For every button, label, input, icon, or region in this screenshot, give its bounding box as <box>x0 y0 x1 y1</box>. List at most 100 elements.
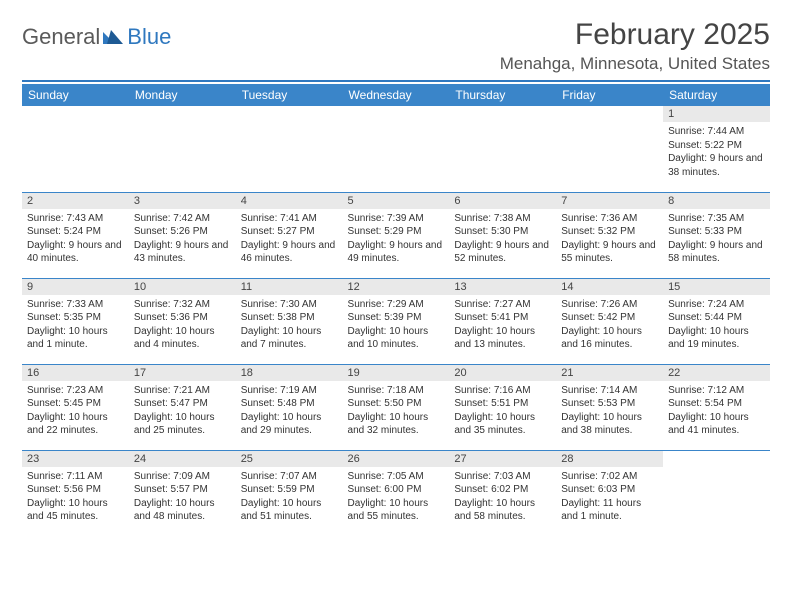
daylight-text: Daylight: 9 hours and 58 minutes. <box>668 239 765 266</box>
sunset-text: Sunset: 6:03 PM <box>561 483 658 497</box>
calendar-day-cell: 5Sunrise: 7:39 AMSunset: 5:29 PMDaylight… <box>343 192 450 278</box>
sunrise-text: Sunrise: 7:05 AM <box>348 470 445 484</box>
sunrise-text: Sunrise: 7:23 AM <box>27 384 124 398</box>
weekday-header: Sunday <box>22 84 129 106</box>
calendar-day-cell: 12Sunrise: 7:29 AMSunset: 5:39 PMDayligh… <box>343 278 450 364</box>
sunset-text: Sunset: 5:41 PM <box>454 311 551 325</box>
day-content: Sunrise: 7:19 AMSunset: 5:48 PMDaylight:… <box>236 381 343 441</box>
month-title: February 2025 <box>500 18 770 52</box>
day-content: Sunrise: 7:29 AMSunset: 5:39 PMDaylight:… <box>343 295 450 355</box>
calendar-week-row: 23Sunrise: 7:11 AMSunset: 5:56 PMDayligh… <box>22 450 770 536</box>
calendar-day-cell <box>343 106 450 192</box>
sunrise-text: Sunrise: 7:16 AM <box>454 384 551 398</box>
sunrise-text: Sunrise: 7:44 AM <box>668 125 765 139</box>
calendar-day-cell: 25Sunrise: 7:07 AMSunset: 5:59 PMDayligh… <box>236 450 343 536</box>
sunset-text: Sunset: 5:33 PM <box>668 225 765 239</box>
calendar-day-cell <box>556 106 663 192</box>
sunrise-text: Sunrise: 7:35 AM <box>668 212 765 226</box>
day-content: Sunrise: 7:02 AMSunset: 6:03 PMDaylight:… <box>556 467 663 527</box>
day-number: 20 <box>449 365 556 381</box>
sunrise-text: Sunrise: 7:43 AM <box>27 212 124 226</box>
sunrise-text: Sunrise: 7:30 AM <box>241 298 338 312</box>
sunset-text: Sunset: 5:36 PM <box>134 311 231 325</box>
logo: General Blue <box>22 18 171 50</box>
day-content: Sunrise: 7:43 AMSunset: 5:24 PMDaylight:… <box>22 209 129 269</box>
daylight-text: Daylight: 9 hours and 40 minutes. <box>27 239 124 266</box>
calendar-day-cell: 22Sunrise: 7:12 AMSunset: 5:54 PMDayligh… <box>663 364 770 450</box>
sunset-text: Sunset: 5:47 PM <box>134 397 231 411</box>
daylight-text: Daylight: 10 hours and 58 minutes. <box>454 497 551 524</box>
calendar-day-cell: 10Sunrise: 7:32 AMSunset: 5:36 PMDayligh… <box>129 278 236 364</box>
sunset-text: Sunset: 5:32 PM <box>561 225 658 239</box>
calendar-table: Sunday Monday Tuesday Wednesday Thursday… <box>22 84 770 536</box>
day-content: Sunrise: 7:39 AMSunset: 5:29 PMDaylight:… <box>343 209 450 269</box>
sunrise-text: Sunrise: 7:07 AM <box>241 470 338 484</box>
sunset-text: Sunset: 5:27 PM <box>241 225 338 239</box>
sunrise-text: Sunrise: 7:32 AM <box>134 298 231 312</box>
day-number: 6 <box>449 193 556 209</box>
weekday-header-row: Sunday Monday Tuesday Wednesday Thursday… <box>22 84 770 106</box>
sunset-text: Sunset: 5:39 PM <box>348 311 445 325</box>
day-number: 25 <box>236 451 343 467</box>
weekday-header: Tuesday <box>236 84 343 106</box>
sunrise-text: Sunrise: 7:14 AM <box>561 384 658 398</box>
sunset-text: Sunset: 5:24 PM <box>27 225 124 239</box>
day-number: 18 <box>236 365 343 381</box>
sunrise-text: Sunrise: 7:09 AM <box>134 470 231 484</box>
day-content: Sunrise: 7:42 AMSunset: 5:26 PMDaylight:… <box>129 209 236 269</box>
sunrise-text: Sunrise: 7:36 AM <box>561 212 658 226</box>
calendar-day-cell <box>449 106 556 192</box>
daylight-text: Daylight: 10 hours and 7 minutes. <box>241 325 338 352</box>
calendar-day-cell: 18Sunrise: 7:19 AMSunset: 5:48 PMDayligh… <box>236 364 343 450</box>
day-number: 5 <box>343 193 450 209</box>
daylight-text: Daylight: 9 hours and 46 minutes. <box>241 239 338 266</box>
location: Menahga, Minnesota, United States <box>500 54 770 74</box>
sunrise-text: Sunrise: 7:27 AM <box>454 298 551 312</box>
sunrise-text: Sunrise: 7:39 AM <box>348 212 445 226</box>
day-number: 14 <box>556 279 663 295</box>
calendar-day-cell: 15Sunrise: 7:24 AMSunset: 5:44 PMDayligh… <box>663 278 770 364</box>
day-number: 8 <box>663 193 770 209</box>
weekday-header: Saturday <box>663 84 770 106</box>
day-content: Sunrise: 7:27 AMSunset: 5:41 PMDaylight:… <box>449 295 556 355</box>
sunrise-text: Sunrise: 7:33 AM <box>27 298 124 312</box>
calendar-day-cell <box>129 106 236 192</box>
logo-text-blue: Blue <box>127 24 171 50</box>
sunset-text: Sunset: 5:59 PM <box>241 483 338 497</box>
daylight-text: Daylight: 9 hours and 52 minutes. <box>454 239 551 266</box>
sunset-text: Sunset: 5:45 PM <box>27 397 124 411</box>
sunrise-text: Sunrise: 7:02 AM <box>561 470 658 484</box>
weekday-header: Friday <box>556 84 663 106</box>
day-number: 26 <box>343 451 450 467</box>
sunset-text: Sunset: 5:48 PM <box>241 397 338 411</box>
day-number: 7 <box>556 193 663 209</box>
daylight-text: Daylight: 10 hours and 4 minutes. <box>134 325 231 352</box>
day-content: Sunrise: 7:23 AMSunset: 5:45 PMDaylight:… <box>22 381 129 441</box>
calendar-day-cell: 23Sunrise: 7:11 AMSunset: 5:56 PMDayligh… <box>22 450 129 536</box>
daylight-text: Daylight: 10 hours and 35 minutes. <box>454 411 551 438</box>
sunrise-text: Sunrise: 7:21 AM <box>134 384 231 398</box>
day-content: Sunrise: 7:35 AMSunset: 5:33 PMDaylight:… <box>663 209 770 269</box>
title-block: February 2025 Menahga, Minnesota, United… <box>500 18 770 74</box>
sunset-text: Sunset: 5:29 PM <box>348 225 445 239</box>
daylight-text: Daylight: 10 hours and 41 minutes. <box>668 411 765 438</box>
calendar-day-cell: 21Sunrise: 7:14 AMSunset: 5:53 PMDayligh… <box>556 364 663 450</box>
daylight-text: Daylight: 10 hours and 45 minutes. <box>27 497 124 524</box>
day-number: 24 <box>129 451 236 467</box>
day-content: Sunrise: 7:14 AMSunset: 5:53 PMDaylight:… <box>556 381 663 441</box>
sunrise-text: Sunrise: 7:42 AM <box>134 212 231 226</box>
calendar-day-cell: 3Sunrise: 7:42 AMSunset: 5:26 PMDaylight… <box>129 192 236 278</box>
calendar-day-cell <box>663 450 770 536</box>
calendar-body: 1Sunrise: 7:44 AMSunset: 5:22 PMDaylight… <box>22 106 770 536</box>
calendar-week-row: 1Sunrise: 7:44 AMSunset: 5:22 PMDaylight… <box>22 106 770 192</box>
header-divider <box>22 80 770 82</box>
day-content: Sunrise: 7:12 AMSunset: 5:54 PMDaylight:… <box>663 381 770 441</box>
weekday-header: Wednesday <box>343 84 450 106</box>
calendar-day-cell: 11Sunrise: 7:30 AMSunset: 5:38 PMDayligh… <box>236 278 343 364</box>
sunrise-text: Sunrise: 7:12 AM <box>668 384 765 398</box>
daylight-text: Daylight: 9 hours and 55 minutes. <box>561 239 658 266</box>
daylight-text: Daylight: 10 hours and 16 minutes. <box>561 325 658 352</box>
day-number: 12 <box>343 279 450 295</box>
sunrise-text: Sunrise: 7:38 AM <box>454 212 551 226</box>
sunset-text: Sunset: 5:51 PM <box>454 397 551 411</box>
